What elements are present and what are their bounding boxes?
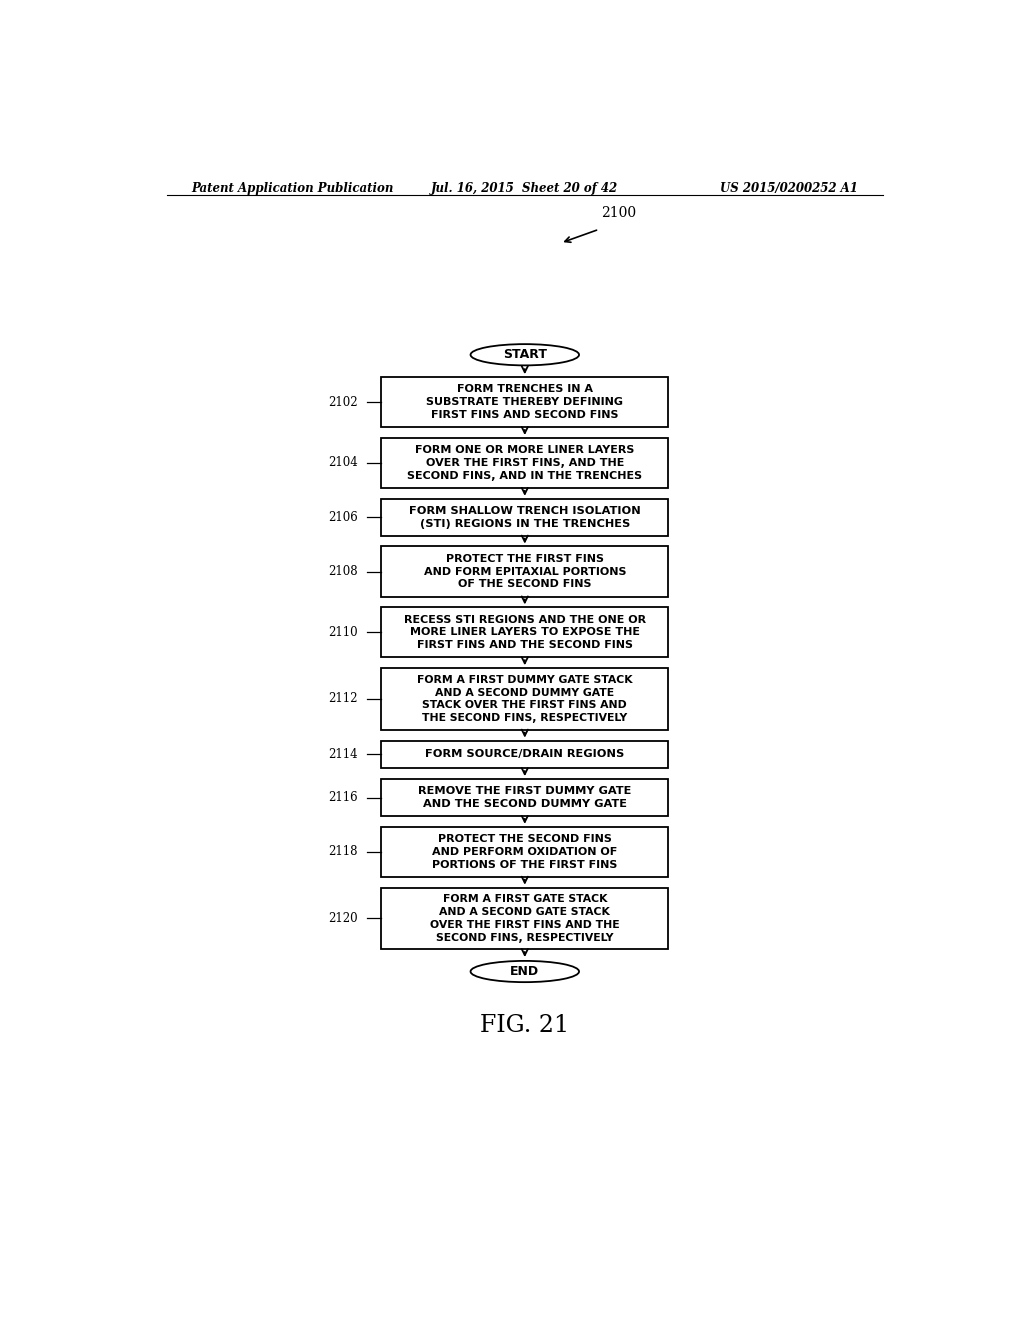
FancyBboxPatch shape	[381, 607, 669, 657]
Text: FORM A FIRST DUMMY GATE STACK
AND A SECOND DUMMY GATE
STACK OVER THE FIRST FINS : FORM A FIRST DUMMY GATE STACK AND A SECO…	[417, 675, 633, 723]
Text: 2112: 2112	[329, 693, 358, 705]
Text: Jul. 16, 2015  Sheet 20 of 42: Jul. 16, 2015 Sheet 20 of 42	[431, 182, 618, 194]
FancyBboxPatch shape	[381, 779, 669, 816]
Text: 2114: 2114	[329, 748, 358, 760]
Text: 2102: 2102	[329, 396, 358, 409]
Ellipse shape	[471, 345, 579, 366]
Text: 2116: 2116	[329, 791, 358, 804]
Text: END: END	[510, 965, 540, 978]
Text: 2118: 2118	[329, 845, 358, 858]
Ellipse shape	[471, 961, 579, 982]
Text: Patent Application Publication: Patent Application Publication	[191, 182, 394, 194]
FancyBboxPatch shape	[381, 378, 669, 428]
Text: FIG. 21: FIG. 21	[480, 1014, 569, 1038]
Text: FORM TRENCHES IN A
SUBSTRATE THEREBY DEFINING
FIRST FINS AND SECOND FINS: FORM TRENCHES IN A SUBSTRATE THEREBY DEF…	[426, 384, 624, 420]
Text: REMOVE THE FIRST DUMMY GATE
AND THE SECOND DUMMY GATE: REMOVE THE FIRST DUMMY GATE AND THE SECO…	[418, 787, 632, 809]
Text: START: START	[503, 348, 547, 362]
Text: 2120: 2120	[329, 912, 358, 925]
Text: 2110: 2110	[329, 626, 358, 639]
Text: 2106: 2106	[329, 511, 358, 524]
Text: PROTECT THE SECOND FINS
AND PERFORM OXIDATION OF
PORTIONS OF THE FIRST FINS: PROTECT THE SECOND FINS AND PERFORM OXID…	[432, 834, 617, 870]
Text: PROTECT THE FIRST FINS
AND FORM EPITAXIAL PORTIONS
OF THE SECOND FINS: PROTECT THE FIRST FINS AND FORM EPITAXIA…	[424, 553, 626, 589]
Text: FORM A FIRST GATE STACK
AND A SECOND GATE STACK
OVER THE FIRST FINS AND THE
SECO: FORM A FIRST GATE STACK AND A SECOND GAT…	[430, 894, 620, 942]
FancyBboxPatch shape	[381, 887, 669, 949]
FancyBboxPatch shape	[381, 826, 669, 876]
FancyBboxPatch shape	[381, 668, 669, 730]
FancyBboxPatch shape	[381, 741, 669, 768]
Text: FORM SOURCE/DRAIN REGIONS: FORM SOURCE/DRAIN REGIONS	[425, 750, 625, 759]
Text: FORM SHALLOW TRENCH ISOLATION
(STI) REGIONS IN THE TRENCHES: FORM SHALLOW TRENCH ISOLATION (STI) REGI…	[409, 506, 641, 528]
Text: FORM ONE OR MORE LINER LAYERS
OVER THE FIRST FINS, AND THE
SECOND FINS, AND IN T: FORM ONE OR MORE LINER LAYERS OVER THE F…	[408, 445, 642, 480]
FancyBboxPatch shape	[381, 438, 669, 488]
Text: RECESS STI REGIONS AND THE ONE OR
MORE LINER LAYERS TO EXPOSE THE
FIRST FINS AND: RECESS STI REGIONS AND THE ONE OR MORE L…	[403, 615, 646, 651]
FancyBboxPatch shape	[381, 546, 669, 597]
Text: 2108: 2108	[329, 565, 358, 578]
Text: 2104: 2104	[329, 457, 358, 470]
Text: US 2015/0200252 A1: US 2015/0200252 A1	[720, 182, 858, 194]
FancyBboxPatch shape	[381, 499, 669, 536]
Text: 2100: 2100	[601, 206, 636, 220]
